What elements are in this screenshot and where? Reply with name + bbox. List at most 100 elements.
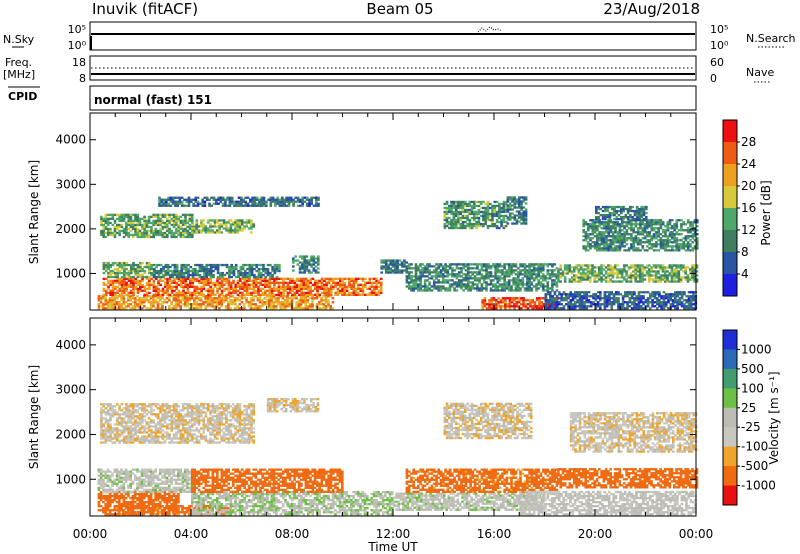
data-cell: [231, 303, 235, 306]
data-cell: [239, 273, 243, 277]
data-cell: [131, 223, 135, 227]
data-cell: [290, 297, 294, 300]
data-cell: [426, 271, 429, 274]
data-cell: [220, 223, 224, 226]
data-cell: [311, 295, 314, 298]
data-cell: [220, 303, 223, 306]
data-cell: [127, 217, 130, 220]
data-cell: [181, 233, 185, 237]
data-cell: [227, 221, 230, 224]
data-cell: [283, 305, 287, 308]
data-cell: [670, 272, 674, 275]
data-cell: [300, 277, 303, 280]
data-cell: [500, 214, 503, 218]
data-cell: [546, 277, 550, 280]
data-cell: [143, 233, 146, 237]
data-cell: [673, 223, 676, 226]
data-cell: [432, 281, 436, 284]
data-cell: [573, 268, 576, 271]
data-cell: [419, 275, 422, 278]
data-cell: [193, 301, 196, 304]
data-cell: [654, 278, 658, 281]
data-cell: [254, 307, 257, 310]
data-cell: [691, 241, 695, 244]
data-cell: [482, 210, 485, 214]
data-cell: [473, 267, 477, 270]
data-cell: [262, 273, 265, 277]
data-cell: [598, 268, 601, 271]
data-cell: [312, 261, 316, 264]
data-cell: [627, 247, 631, 250]
data-cell: [237, 275, 240, 279]
data-cell: [625, 237, 629, 240]
data-cell: [652, 270, 656, 273]
data-cell: [542, 287, 545, 290]
data-cell: [648, 274, 651, 277]
data-cell: [396, 261, 399, 264]
data-cell: [473, 216, 476, 220]
data-cell: [97, 299, 101, 302]
data-cell: [617, 209, 621, 213]
data-cell: [504, 214, 508, 218]
data-cell: [127, 231, 130, 235]
data-cell: [506, 210, 510, 213]
data-cell: [549, 293, 552, 296]
data-cell: [195, 223, 199, 226]
data-cell: [199, 303, 203, 306]
data-cell: [650, 245, 654, 248]
data-cell: [531, 307, 534, 310]
data-cell: [614, 247, 617, 250]
data-cell: [286, 281, 290, 284]
data-cell: [508, 214, 512, 217]
data-cell: [141, 231, 144, 235]
data-cell: [657, 233, 660, 236]
data-cell: [373, 293, 376, 296]
data-cell: [236, 225, 239, 228]
data-cell: [419, 281, 422, 284]
data-cell: [166, 265, 170, 269]
data-cell: [609, 264, 612, 267]
data-cell: [220, 277, 224, 280]
data-cell: [350, 279, 353, 282]
data-cell: [495, 220, 499, 224]
data-cell: [206, 299, 210, 302]
data-cell: [457, 279, 461, 282]
data-cell: [464, 277, 468, 280]
data-cell: [230, 275, 233, 279]
data-cell: [675, 243, 679, 246]
data-cell: [215, 297, 219, 300]
data-cell: [394, 261, 397, 264]
data-cell: [308, 198, 311, 201]
data-cell: [417, 265, 420, 268]
data-cell: [288, 305, 292, 308]
data-cell: [198, 293, 201, 296]
data-cell: [679, 280, 683, 283]
data-cell: [120, 307, 123, 310]
data-cell: [223, 273, 227, 277]
data-cell: [161, 225, 165, 229]
data-cell: [457, 218, 460, 222]
data-cell: [646, 241, 649, 244]
data-cell: [598, 276, 601, 279]
data-cell: [410, 287, 413, 290]
data-cell: [197, 297, 201, 300]
data-cell: [611, 231, 615, 234]
data-cell: [549, 301, 552, 304]
data-cell: [481, 299, 484, 302]
data-cell: [139, 283, 142, 286]
data-cell: [502, 218, 506, 222]
data-cell: [584, 272, 587, 275]
data-cell: [467, 285, 470, 288]
data-cell: [129, 281, 133, 284]
data-cell: [675, 241, 679, 244]
data-cell: [604, 205, 607, 209]
data-cell: [524, 212, 528, 215]
data-cell: [478, 271, 481, 274]
data-cell: [632, 239, 635, 242]
data-cell: [528, 267, 531, 270]
data-cell: [182, 289, 185, 292]
data-cell: [303, 263, 306, 266]
data-cell: [609, 225, 613, 228]
data-cell: [517, 287, 520, 290]
data-cell: [455, 267, 459, 270]
